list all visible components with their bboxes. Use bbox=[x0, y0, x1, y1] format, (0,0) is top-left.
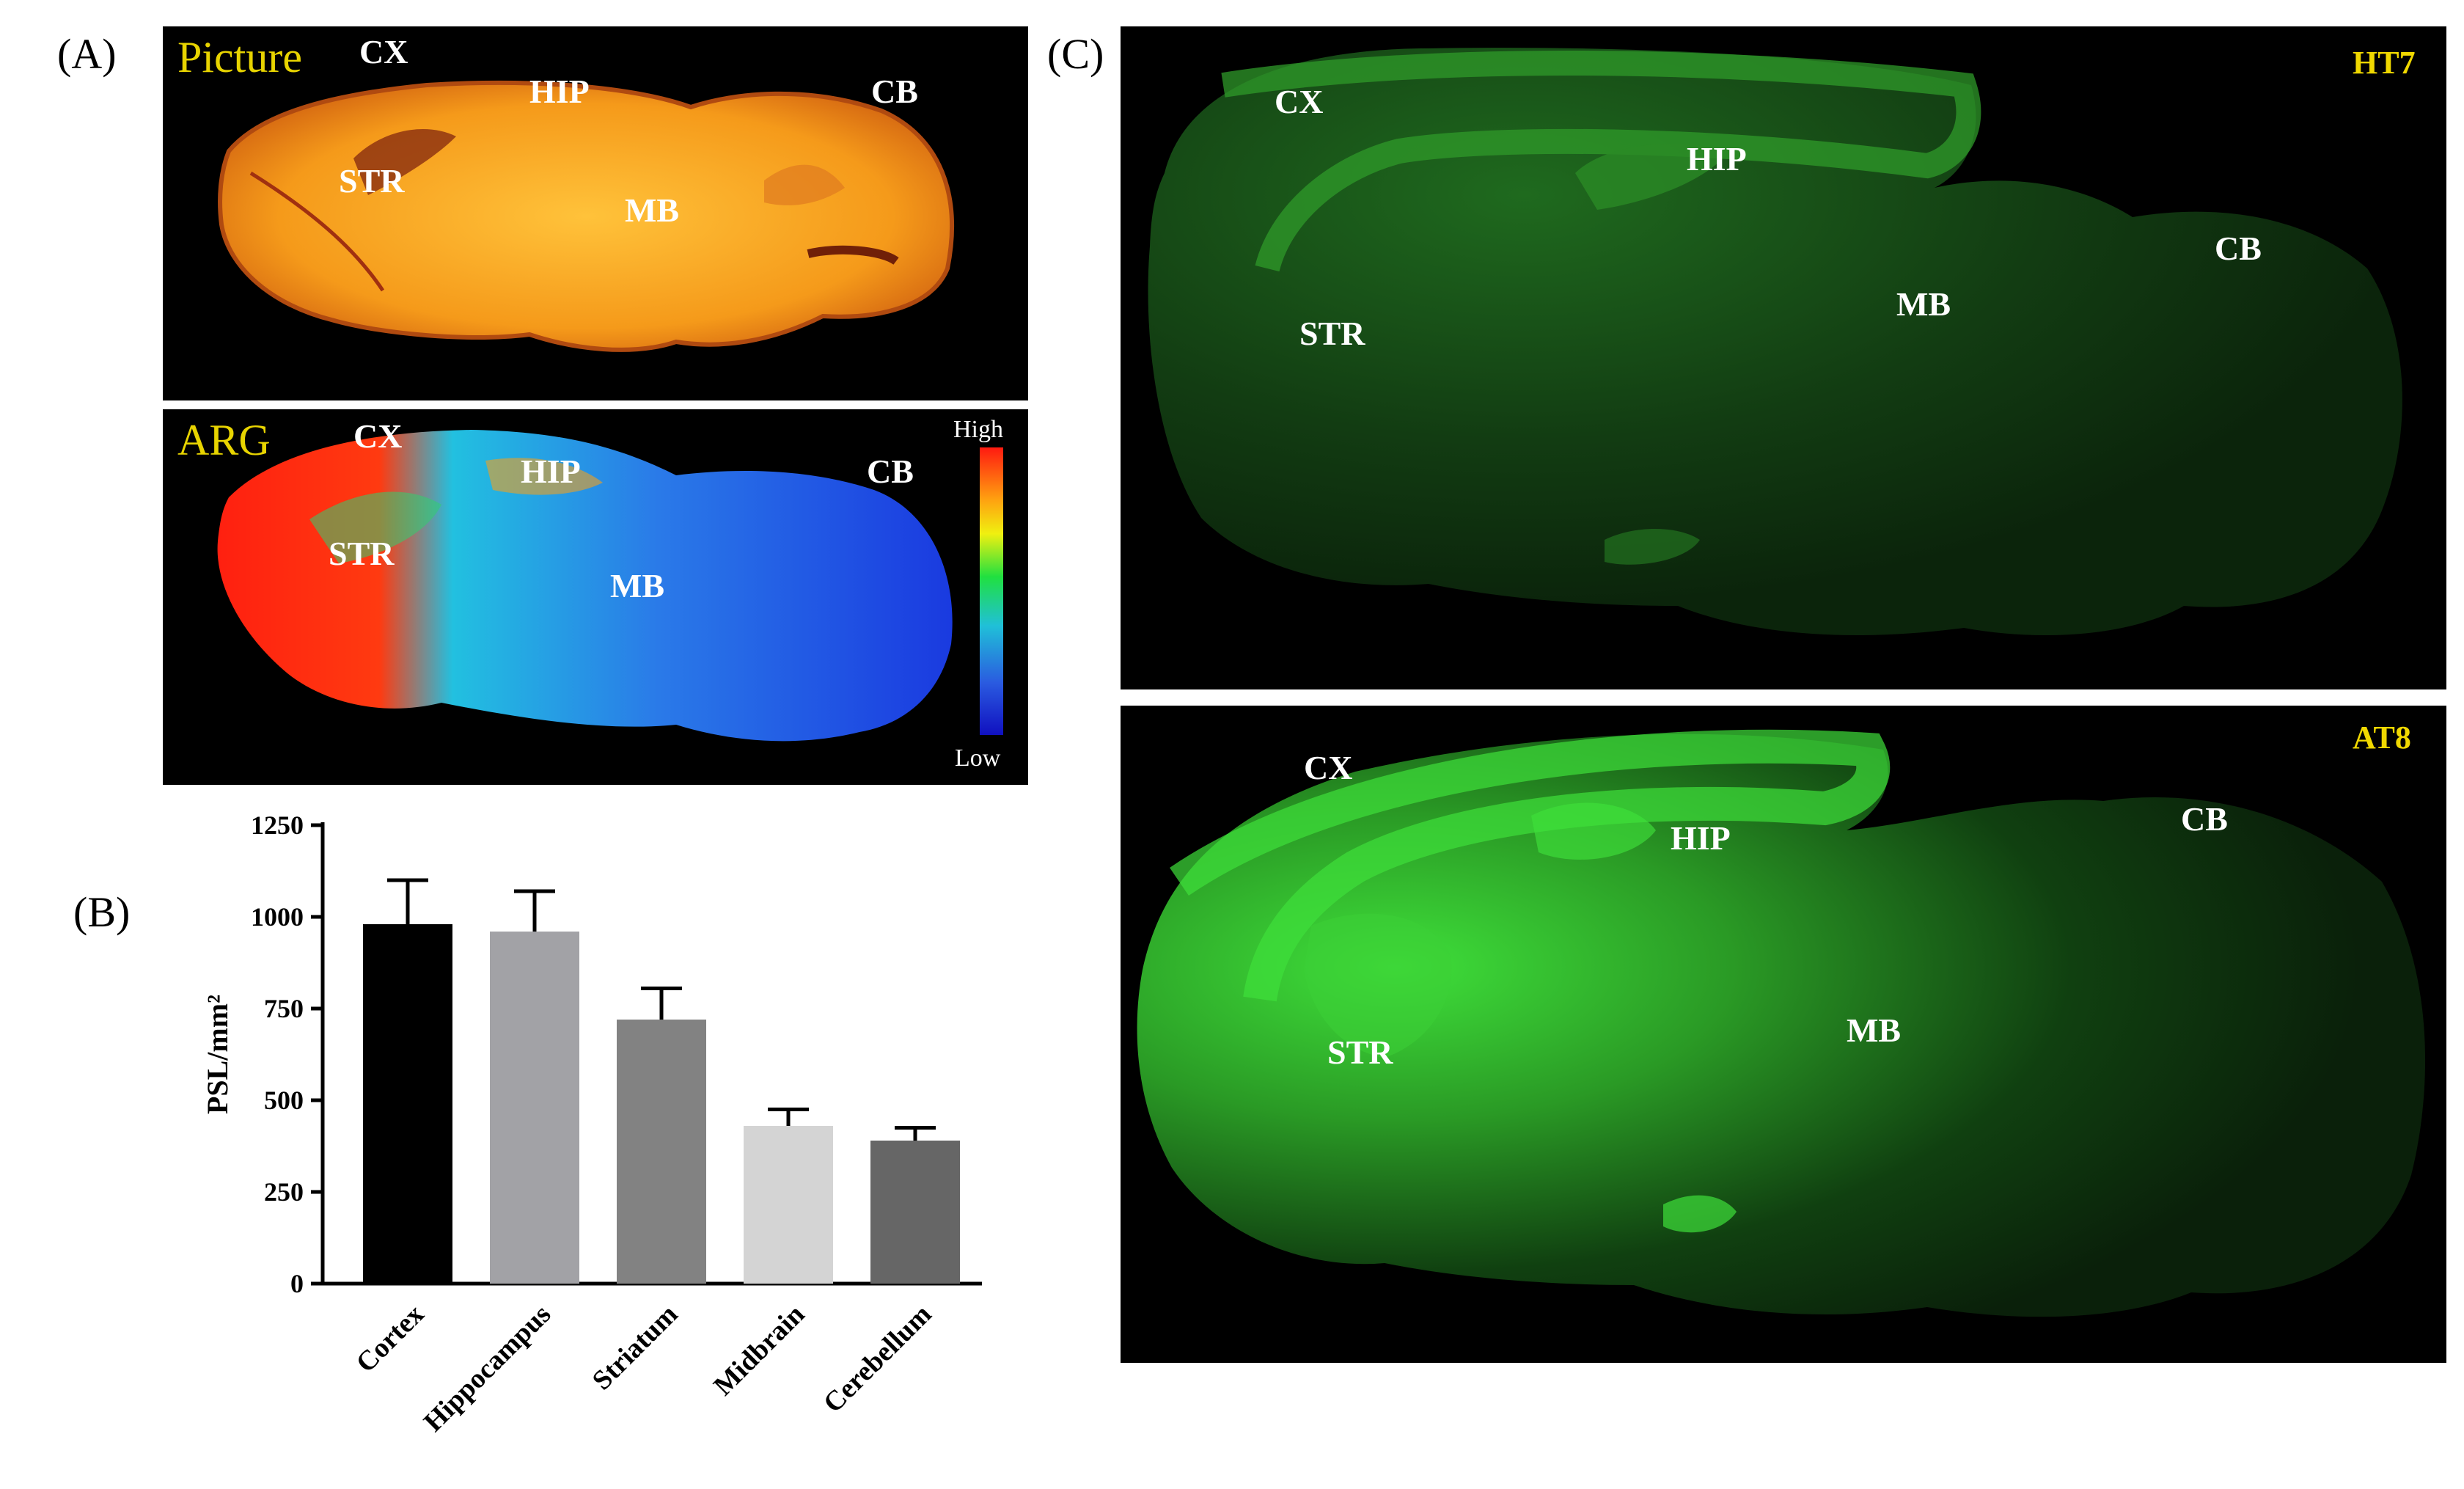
arg-label-cb: CB bbox=[867, 453, 914, 490]
ht7-stain-label: HT7 bbox=[2353, 45, 2416, 81]
panel-label-a: (A) bbox=[57, 30, 117, 78]
at8-stain-label: AT8 bbox=[2353, 720, 2411, 756]
category-label-striatum: Striatum bbox=[587, 1299, 684, 1397]
arg-image-panel: ARG CX HIP CB STR MB High Low bbox=[163, 409, 1028, 785]
category-label-cortex: Cortex bbox=[351, 1299, 430, 1379]
picture-title: Picture bbox=[177, 33, 302, 81]
arg-label-mb: MB bbox=[610, 567, 664, 604]
picture-label-cb: CB bbox=[871, 73, 918, 110]
category-label-hippocampus: Hippocampus bbox=[418, 1299, 557, 1438]
y-axis-label: PSL/mm² bbox=[201, 995, 234, 1114]
panel-label-c: (C) bbox=[1047, 30, 1104, 78]
at8-label-str: STR bbox=[1327, 1033, 1393, 1071]
y-tick-label: 0 bbox=[290, 1269, 304, 1298]
ht7-label-cx: CX bbox=[1275, 83, 1323, 120]
bar-cortex bbox=[363, 924, 452, 1284]
y-tick-label: 1250 bbox=[251, 811, 304, 840]
ht7-label-cb: CB bbox=[2215, 230, 2262, 267]
ht7-image-panel: HT7 CX HIP CB STR MB bbox=[1121, 26, 2446, 689]
arg-title: ARG bbox=[177, 416, 271, 464]
y-tick-label: 1000 bbox=[251, 902, 304, 932]
at8-label-cx: CX bbox=[1304, 749, 1352, 786]
psl-bar-chart: 0 250 500 750 1000 1250 PSL/mm² Cortex Hippocamp… bbox=[176, 796, 1012, 1485]
bar-midbrain bbox=[744, 1126, 833, 1284]
arg-label-hip: HIP bbox=[521, 453, 581, 490]
ht7-label-str: STR bbox=[1299, 315, 1365, 352]
arg-color-scale bbox=[980, 447, 1003, 735]
ht7-brain-section bbox=[1148, 48, 2402, 636]
arg-scale-high-label: High bbox=[953, 416, 1003, 443]
picture-label-hip: HIP bbox=[529, 73, 590, 110]
arg-label-cx: CX bbox=[353, 417, 402, 455]
ht7-label-mb: MB bbox=[1896, 285, 1951, 323]
bar-striatum bbox=[617, 1020, 706, 1284]
arg-scale-low-label: Low bbox=[955, 744, 1001, 772]
picture-label-mb: MB bbox=[625, 191, 679, 229]
y-tick-label: 750 bbox=[264, 994, 304, 1023]
ht7-label-hip: HIP bbox=[1687, 140, 1747, 178]
bar-chart-svg: 0 250 500 750 1000 1250 PSL/mm² CortexHippocamp… bbox=[201, 811, 982, 1438]
category-label-midbrain: Midbrain bbox=[708, 1299, 810, 1402]
panel-label-b: (B) bbox=[73, 888, 131, 936]
at8-label-mb: MB bbox=[1847, 1011, 1901, 1049]
picture-label-str: STR bbox=[339, 162, 405, 200]
at8-label-cb: CB bbox=[2181, 800, 2228, 838]
arg-label-str: STR bbox=[329, 535, 395, 572]
picture-image-panel: Picture CX HIP CB STR MB bbox=[163, 26, 1028, 400]
at8-label-hip: HIP bbox=[1671, 819, 1731, 857]
y-tick-label: 250 bbox=[264, 1177, 304, 1207]
picture-brain-section bbox=[218, 80, 954, 352]
bar-hippocampus bbox=[490, 932, 579, 1284]
at8-brain-section bbox=[1137, 733, 2426, 1317]
category-label-cerebellum: Cerebellum bbox=[818, 1299, 938, 1419]
at8-image-panel: AT8 CX HIP CB STR MB bbox=[1121, 706, 2446, 1363]
picture-label-cx: CX bbox=[359, 33, 408, 70]
bar-cerebellum bbox=[870, 1141, 960, 1284]
y-tick-label: 500 bbox=[264, 1086, 304, 1115]
